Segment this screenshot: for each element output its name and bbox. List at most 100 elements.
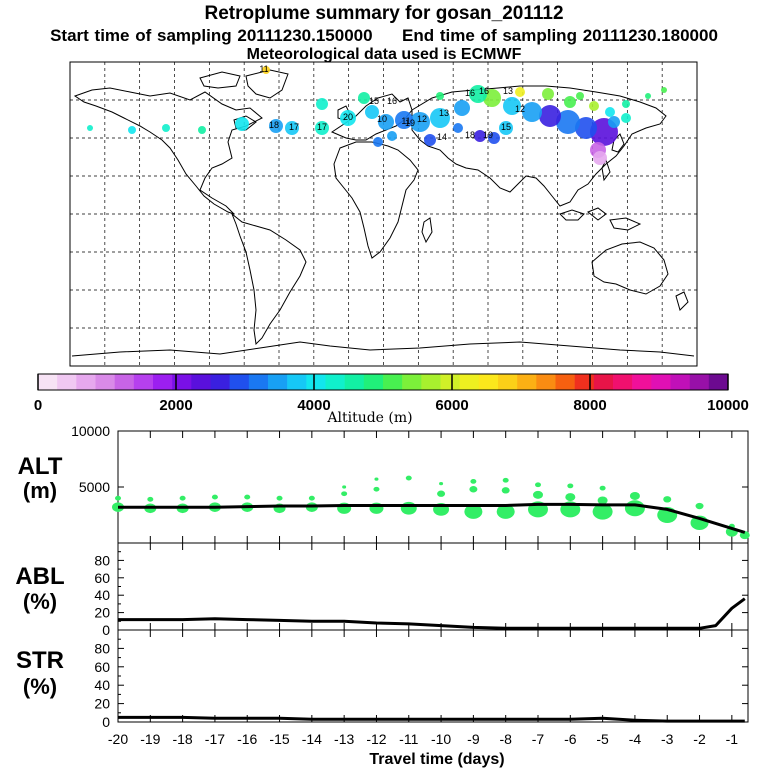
plume-marker [430,108,450,128]
colorbar-cell [191,374,211,390]
panel-unit-str: (%) [23,674,57,699]
plume-marker [373,137,383,147]
colorbar-cell [536,374,556,390]
panel-frame-str [117,629,749,723]
y-tick-label: 40 [94,677,110,693]
plume-marker [315,121,329,135]
colorbar-cell [38,374,58,390]
page-title: Retroplume summary for gosan_201112 [204,3,564,24]
y-tick-label: 40 [94,587,110,603]
y-tick-label: 20 [94,696,110,712]
colorbar-cell [402,374,422,390]
colorbar-cell [478,374,499,390]
panel-unit-abl: (%) [23,589,57,614]
x-tick-label: -2 [693,731,706,747]
colorbar-cell [172,374,192,390]
colorbar-cell [76,374,96,390]
alt-marker [439,482,444,486]
x-tick-label: -12 [366,731,386,747]
plume-marker [358,92,370,104]
plume-marker [621,113,631,123]
colorbar-cell [593,374,614,390]
colorbar-cell [498,374,518,390]
colorbar-cell [632,374,652,390]
plume-marker [424,134,436,146]
x-tick-label: -8 [499,731,512,747]
plume-marker [515,87,525,97]
plume-marker [593,151,607,165]
plume-marker [661,87,667,93]
colorbar-cell [325,374,345,390]
panel-label-alt: ALT [18,453,63,480]
y-tick-label: 5000 [79,479,110,495]
plume-marker [608,116,620,128]
plume-label: 17 [317,122,327,132]
x-tick-label: -15 [269,731,289,747]
alt-marker [469,486,478,493]
alt-marker [535,482,541,488]
y-tick-label: 20 [94,605,110,621]
plume-label: 11 [401,116,410,126]
alt-marker [405,475,412,481]
plume-marker [410,112,430,132]
plume-label: 17 [289,122,299,132]
plume-marker [395,111,413,129]
colorbar-cell [363,374,384,390]
alt-marker [400,501,417,515]
alt-marker [308,495,315,501]
colorbar-cell [306,374,326,390]
plume-marker [622,100,630,108]
colorbar-cell [613,374,633,390]
plume-label: 18 [465,130,475,140]
series-line-str [118,715,745,723]
panel-label-abl: ABL [15,563,64,590]
coastlines [71,69,695,357]
plume-marker [235,117,249,131]
end-time-label: End time of sampling [402,26,577,45]
alt-marker [567,483,574,489]
colorbar-cell [57,374,77,390]
y-tick-label: 0 [102,714,110,730]
plume-label: 12 [417,114,427,124]
met-data-note: Meteorological data used is ECMWF [246,46,522,63]
series-line-abl [118,597,746,630]
colorbar-cell [689,374,710,390]
panel-frame-alt [117,430,749,544]
plume-label: 16 [479,86,489,96]
x-tick-label: -20 [108,731,128,747]
x-tick-label: -18 [172,731,192,747]
plume-marker [499,121,513,135]
colorbar-cell [287,374,307,390]
x-tick-label: -13 [334,731,354,747]
plume-marker [576,92,584,100]
colorbar-cell [440,374,460,390]
x-tick-label: -7 [532,731,545,747]
alt-marker [565,493,576,502]
plume-label: 15 [369,96,379,106]
colorbar-cell [459,374,480,390]
colorbar-cell [248,374,269,390]
start-time-value: 20111230.150000 [237,26,373,45]
plume-marker [285,121,299,135]
plume-marker [454,100,470,116]
x-tick-label: -14 [302,731,322,747]
y-tick-label: 80 [94,552,110,568]
colorbar-label: Altitude (m) [326,410,412,426]
plume-marker [87,125,93,131]
colorbar-cell [268,374,288,390]
colorbar-cell [153,374,173,390]
colorbar-cell [517,374,537,390]
colorbar-tick-label: 10000 [707,397,749,414]
alt-marker [470,479,477,484]
plume-marker [605,107,615,117]
alt-marker [464,504,483,519]
sampling-times: Start time of sampling 20111230.150000 E… [0,26,768,46]
plume-label: 16 [465,88,475,98]
colorbar-tick-label: 0 [34,397,42,414]
plume-label: 13 [503,86,513,96]
panel-frame-abl [117,542,749,631]
x-tick-label: -4 [629,731,642,747]
alt-marker [695,502,704,510]
colorbar-cell [574,374,595,390]
